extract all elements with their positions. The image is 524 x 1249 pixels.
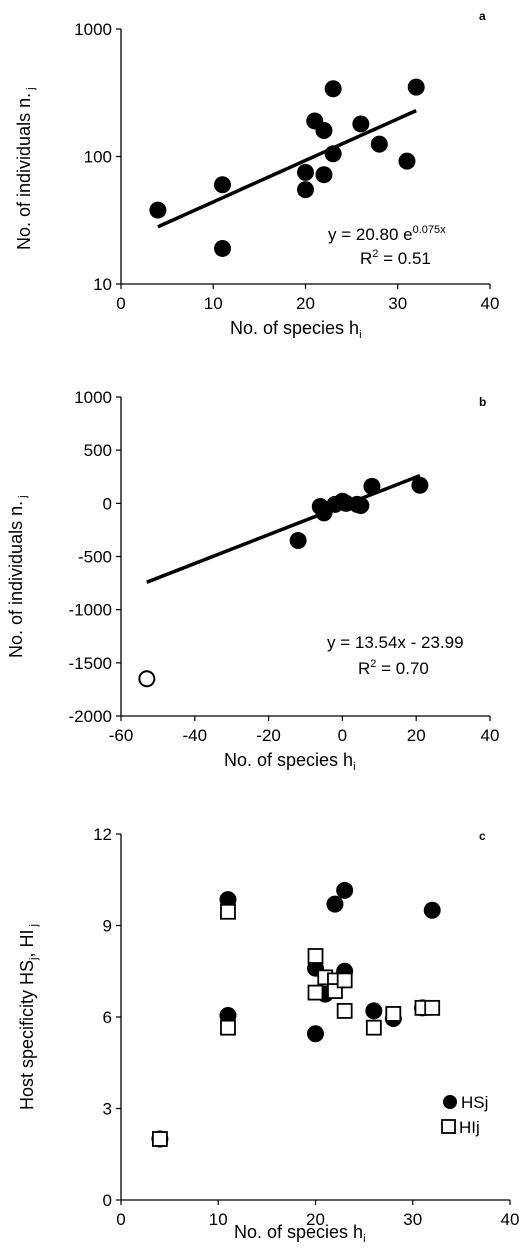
panel-a-y-tick-label: 10: [93, 275, 112, 294]
panel-a-letter: a: [479, 9, 486, 23]
panel-b-letter: b: [479, 395, 486, 409]
panel-a-point: [352, 115, 370, 133]
legend-hsj-marker: [443, 1095, 457, 1109]
panel-c-y-tick-label: 9: [103, 917, 112, 936]
panel-b-x-title: No. of species hi: [224, 750, 356, 773]
panel-a-point: [398, 152, 416, 170]
panel-a-point: [315, 166, 333, 184]
panel-b-point: [363, 477, 381, 495]
panel-a-point: [213, 239, 231, 257]
panel-b-x-tick-label: -60: [109, 726, 134, 745]
panel-a-equation: y = 20.80 e0.075x: [328, 224, 446, 244]
panel-b-x-tick-label: 20: [407, 726, 426, 745]
panel-a-y-title: No. of individuals n.j: [14, 87, 37, 250]
panel-b-r2: R2 = 0.70: [358, 658, 429, 678]
panel-c-x-tick-label: 40: [501, 1210, 520, 1229]
panel-b-x-tick-label: -40: [183, 726, 208, 745]
panel-a-x-tick-label: 30: [388, 294, 407, 313]
panel-a-point: [324, 80, 342, 98]
panel-b-y-tick-label: 1000: [74, 388, 112, 407]
panel-c: c 0 10 20 30 40 0 3 6 9 12 HSj HIj No. of species…: [17, 825, 519, 1245]
panel-c-hij-point: [336, 972, 353, 989]
panel-c-x-tick-label: 20: [306, 1210, 325, 1229]
panel-c-hij-point: [220, 1019, 236, 1036]
panel-b-y-tick-label: 500: [84, 441, 112, 460]
panel-c-y-tick-label: 0: [103, 1191, 112, 1210]
panel-a-point: [297, 163, 314, 181]
panel-a-point: [149, 201, 167, 219]
panel-c-hsj-point: [219, 1006, 237, 1024]
panel-a-point: [407, 78, 425, 96]
panel-c-x-tick-label: 30: [403, 1210, 422, 1229]
panel-b-y-tick-label: -1000: [69, 601, 112, 620]
panel-b-point: [352, 496, 370, 514]
panel-a-x-tick-label: 40: [481, 294, 500, 313]
panel-a-x-title: No. of species hi: [230, 318, 362, 341]
panel-a-r2: R2 = 0.51: [360, 248, 431, 268]
panel-a-point: [315, 121, 333, 139]
panel-b-y-tick-label: -2000: [69, 707, 112, 726]
panel-b-trendline: [146, 474, 421, 584]
panel-c-hij-point: [385, 1006, 402, 1022]
legend-hij-marker: [441, 1119, 456, 1134]
panel-c-hsj-point: [365, 1002, 383, 1020]
panel-a-x-tick-label: 0: [116, 294, 125, 313]
panel-a-y-tick-label: 100: [84, 148, 112, 167]
panel-b-point: [411, 476, 429, 494]
panel-c-hsj-point: [326, 895, 344, 913]
panel-b-y-tick-label: 0: [103, 494, 112, 513]
panel-c-hij-point: [151, 1131, 168, 1147]
panel-c-x-tick-label: 0: [116, 1210, 125, 1229]
panel-c-x-tick-label: 10: [209, 1210, 228, 1229]
panel-b-point: [289, 532, 307, 550]
panel-c-y-tick-label: 3: [103, 1100, 112, 1119]
panel-b-x-tick-label: -20: [256, 726, 281, 745]
panel-b-equation: y = 13.54x - 23.99: [327, 633, 464, 652]
panel-c-hsj-point: [336, 881, 354, 899]
panel-b-y-title: No. of individuals n.j: [6, 495, 29, 658]
panel-c-hij-point: [365, 1019, 382, 1036]
panel-c-hij-point: [307, 948, 324, 964]
panel-a-point: [324, 145, 342, 163]
legend-hsj-label: HSj: [461, 1093, 488, 1112]
panel-a-trendline: [157, 109, 417, 229]
panel-a-x-tick-label: 20: [296, 294, 315, 313]
panel-c-hsj-point: [219, 891, 237, 909]
panel-a-y-tick-label: 1000: [74, 20, 112, 39]
panel-c-y-tick-label: 12: [93, 825, 112, 844]
panel-c-hsj-point: [423, 901, 441, 919]
panel-c-hij-point: [220, 903, 236, 920]
panel-b-outlier-point: [138, 670, 156, 688]
legend-hij-label: HIj: [459, 1118, 480, 1137]
panel-a-point: [370, 135, 388, 153]
panel-b: b -60 -40 -20 0 20 40 -2000 -1500 -1000 -500 0 500 1…: [6, 388, 499, 773]
panel-c-hij-point: [424, 999, 441, 1016]
panel-b-y-tick-label: -500: [78, 548, 112, 567]
panel-a-point: [297, 181, 314, 199]
panel-c-hij-point: [336, 1003, 353, 1019]
panel-c-letter: c: [479, 829, 486, 843]
panel-c-hsj-point: [307, 1025, 324, 1043]
panel-a-point: [213, 176, 231, 194]
panel-b-y-tick-label: -1500: [69, 654, 112, 673]
panel-c-x-title: No. of species hi: [234, 1222, 366, 1245]
panel-b-x-tick-label: 0: [338, 726, 347, 745]
panel-c-legend: HSj HIj: [441, 1093, 488, 1137]
panel-c-hij-point: [307, 984, 324, 1001]
panel-c-y-title: Host specificity HSj, HIj: [17, 924, 40, 1110]
panel-b-x-tick-label: 40: [481, 726, 500, 745]
panel-c-y-tick-label: 6: [103, 1008, 112, 1027]
panel-a-x-tick-label: 10: [204, 294, 223, 313]
